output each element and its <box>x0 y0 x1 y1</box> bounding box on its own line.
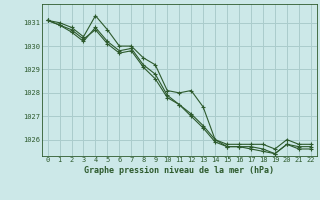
X-axis label: Graphe pression niveau de la mer (hPa): Graphe pression niveau de la mer (hPa) <box>84 166 274 175</box>
